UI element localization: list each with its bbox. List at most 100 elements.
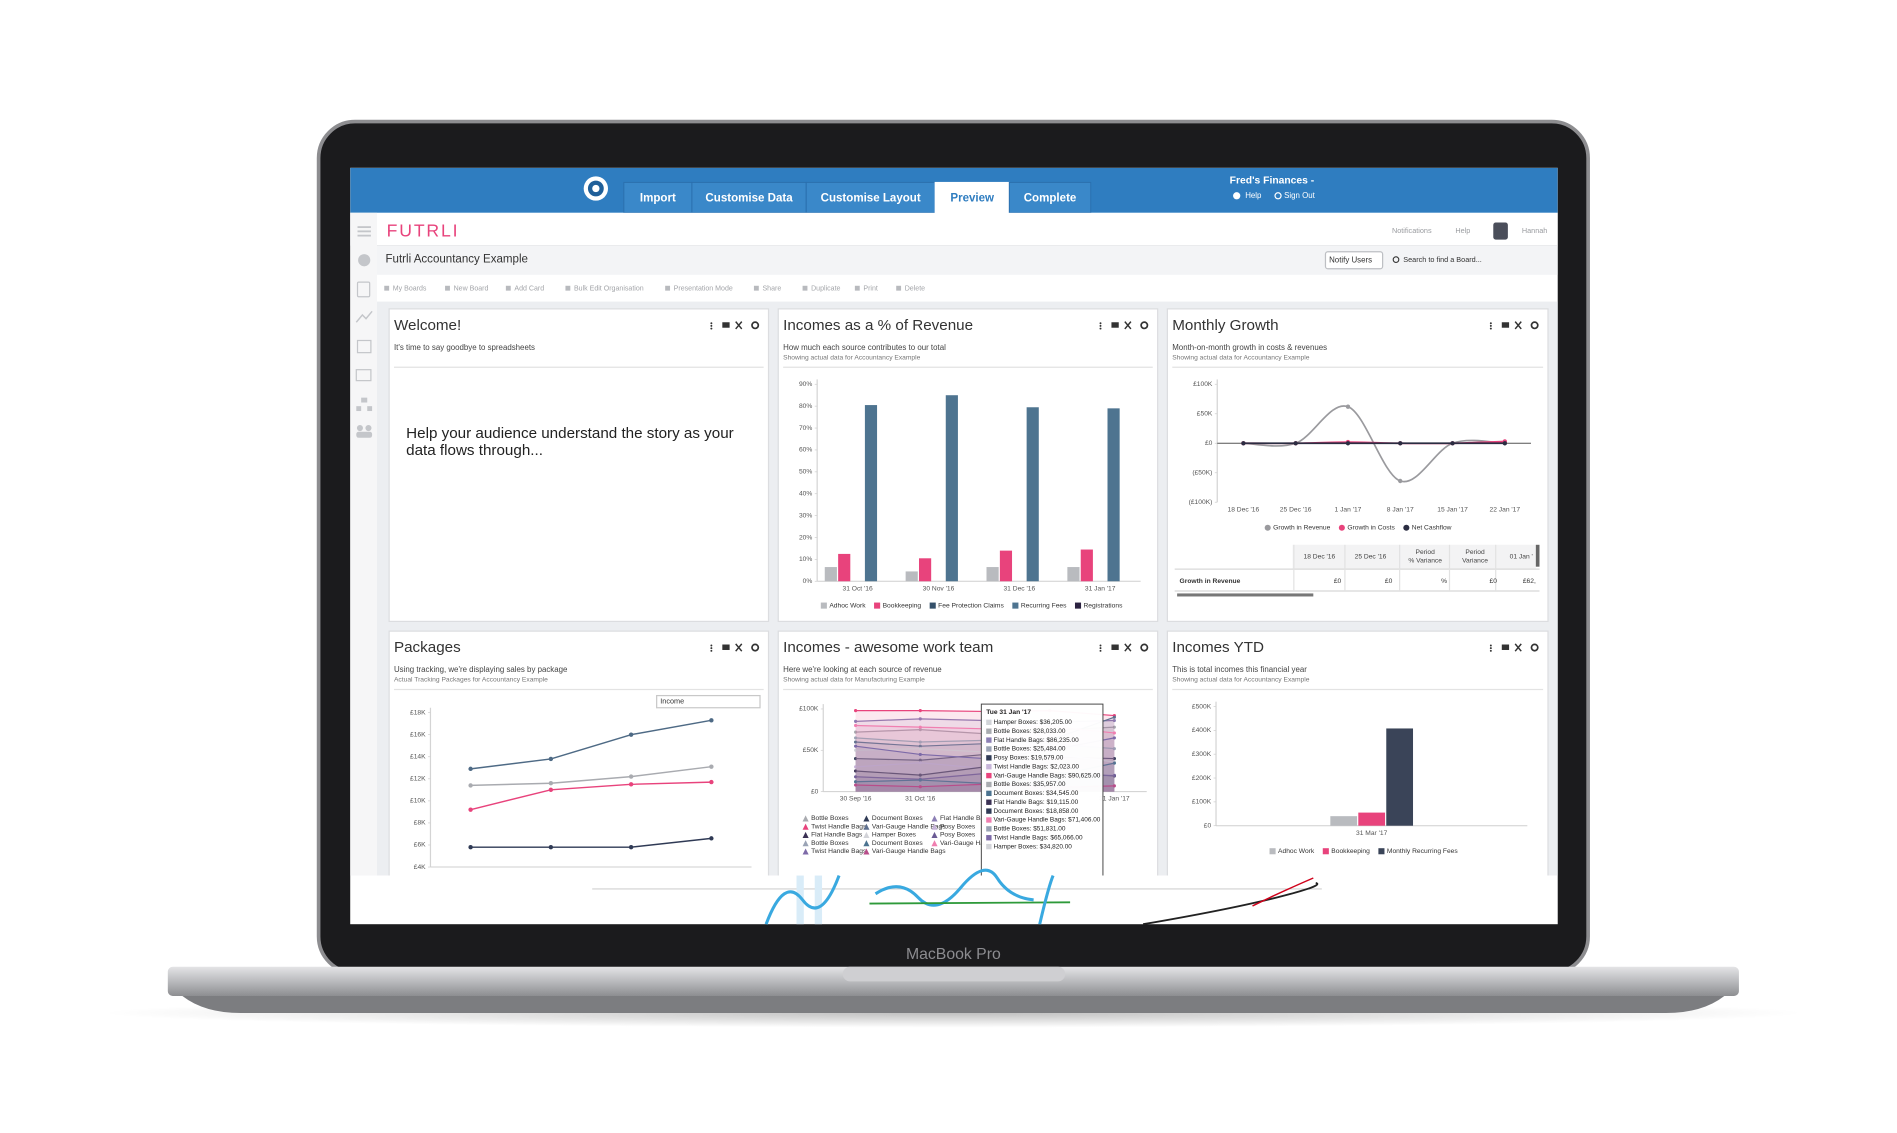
legend-label[interactable]: Adhoc Work xyxy=(829,602,866,609)
expand-icon[interactable] xyxy=(1514,643,1522,652)
legend-label[interactable]: Vari-Gauge Handle Bags xyxy=(872,848,946,855)
sidebar-icon[interactable] xyxy=(355,369,372,382)
print-icon[interactable] xyxy=(722,322,730,328)
legend-label[interactable]: Adhoc Work xyxy=(1278,848,1315,855)
legend-label[interactable]: Vari-Gauge Handle Bags xyxy=(940,840,1014,847)
avatar[interactable] xyxy=(1493,222,1508,240)
notify-button[interactable] xyxy=(1324,251,1384,270)
nav-link[interactable]: Notifications xyxy=(1392,226,1432,235)
legend-swatch xyxy=(863,815,870,822)
bar xyxy=(1386,728,1414,826)
notify-label[interactable]: Notify Users xyxy=(1329,255,1372,264)
legend-label[interactable]: Fee Protection Claims xyxy=(938,602,1004,609)
tab[interactable] xyxy=(691,181,807,214)
legend-label[interactable]: Registrations xyxy=(1083,602,1123,609)
toolbar-item[interactable]: Add Card xyxy=(514,286,544,293)
legend-label[interactable]: Posy Boxes xyxy=(940,823,976,830)
sidebar-icon[interactable] xyxy=(356,281,371,298)
toolbar-item[interactable]: My Boards xyxy=(393,286,427,293)
y-tick-label: £50K xyxy=(803,747,819,754)
sidebar-icon[interactable] xyxy=(356,339,372,354)
legend-label[interactable]: Bookkeeping xyxy=(1331,848,1370,855)
legend-label[interactable]: Recurring Fees xyxy=(1021,602,1067,609)
expand-icon[interactable] xyxy=(1124,643,1132,652)
tooltip-swatch xyxy=(986,772,992,779)
toolbar-item[interactable]: New Board xyxy=(454,286,489,293)
toolbar-item[interactable]: Print xyxy=(863,286,878,293)
tab-label[interactable]: Complete xyxy=(1024,192,1077,204)
menu-dot[interactable] xyxy=(710,322,713,325)
print-icon[interactable] xyxy=(1111,322,1119,328)
menu-dot[interactable] xyxy=(710,644,713,647)
tooltip-row: Bottle Boxes: $35,957.00 xyxy=(993,781,1065,788)
expand-icon[interactable] xyxy=(735,643,743,652)
menu-dot[interactable] xyxy=(1489,644,1492,647)
expand-icon[interactable] xyxy=(1514,321,1522,330)
print-icon[interactable] xyxy=(722,644,730,650)
tab-label[interactable]: Preview xyxy=(950,192,994,204)
toolbar-item[interactable]: Duplicate xyxy=(811,286,840,293)
tooltip-swatch xyxy=(986,755,992,761)
tooltip-row: Document Boxes: $18,858.00 xyxy=(993,808,1078,815)
menu-icon xyxy=(357,234,371,237)
toolbar-item[interactable]: Bulk Edit Organisation xyxy=(574,286,644,293)
account-link[interactable]: Help xyxy=(1245,191,1262,200)
legend-label[interactable]: Twist Handle Bags xyxy=(811,823,867,830)
legend-label[interactable]: Document Boxes xyxy=(872,840,923,847)
menu-dot[interactable] xyxy=(1099,322,1102,325)
card-caption: Showing actual data for Accountancy Exam… xyxy=(1172,677,1310,684)
menu-dot xyxy=(1099,649,1102,652)
nav-link[interactable]: Help xyxy=(1455,226,1470,235)
legend-label[interactable]: Twist Handle Bags xyxy=(811,848,867,855)
legend-label[interactable]: Document Boxes xyxy=(872,815,923,822)
settings-icon[interactable] xyxy=(1530,321,1539,330)
decor-curve xyxy=(1142,881,1319,926)
legend-swatch xyxy=(802,848,809,855)
tab-label[interactable]: Customise Data xyxy=(705,192,793,204)
x-tick-label: 31 Jan '17 xyxy=(1099,796,1130,803)
legend-label[interactable]: Vari-Gauge Handle Bags xyxy=(872,823,946,830)
legend-label[interactable]: Growth in Revenue xyxy=(1273,525,1330,532)
filter-select[interactable] xyxy=(656,694,761,709)
search-input[interactable]: Search to find a Board... xyxy=(1403,255,1482,264)
legend-label[interactable]: Net Cashflow xyxy=(1412,525,1452,532)
menu-icon[interactable] xyxy=(357,226,371,229)
sidebar-icon[interactable] xyxy=(356,425,363,432)
y-tick-label: 50% xyxy=(799,469,812,476)
print-icon[interactable] xyxy=(1111,644,1119,650)
toolbar-item[interactable]: Presentation Mode xyxy=(674,286,733,293)
settings-icon[interactable] xyxy=(751,643,760,652)
sidebar-icon[interactable] xyxy=(355,310,373,323)
legend-label[interactable]: Hamper Boxes xyxy=(872,832,917,839)
print-icon[interactable] xyxy=(1501,322,1510,328)
legend-label[interactable]: Flat Handle Bags xyxy=(940,815,992,822)
print-icon[interactable] xyxy=(1501,644,1510,650)
settings-icon[interactable] xyxy=(751,321,760,330)
legend-label[interactable]: Bottle Boxes xyxy=(811,815,849,822)
toolbar-item[interactable]: Delete xyxy=(905,286,925,293)
legend-swatch xyxy=(802,831,809,838)
legend-label[interactable]: Bookkeeping xyxy=(883,602,922,609)
sidebar-icon[interactable] xyxy=(358,254,371,267)
toolbar-icon xyxy=(854,285,860,291)
y-tick-label: 0% xyxy=(803,578,813,585)
tab-label[interactable]: Import xyxy=(640,192,676,204)
settings-icon[interactable] xyxy=(1140,643,1149,652)
legend-label[interactable]: Monthly Recurring Fees xyxy=(1387,848,1458,855)
y-tick-label: 30% xyxy=(799,512,812,519)
legend-label[interactable]: Growth in Costs xyxy=(1347,525,1395,532)
toolbar-item[interactable]: Share xyxy=(762,286,781,293)
tab[interactable] xyxy=(1008,181,1092,214)
settings-icon[interactable] xyxy=(1140,321,1149,330)
account-link[interactable]: Sign Out xyxy=(1284,191,1316,200)
legend-label[interactable]: Bottle Boxes xyxy=(811,840,849,847)
expand-icon[interactable] xyxy=(735,321,743,330)
expand-icon[interactable] xyxy=(1124,321,1132,330)
sidebar-icon[interactable] xyxy=(361,397,368,403)
menu-dot[interactable] xyxy=(1099,644,1102,647)
legend-label[interactable]: Posy Boxes xyxy=(940,832,976,839)
tab-label[interactable]: Customise Layout xyxy=(821,192,921,204)
menu-dot[interactable] xyxy=(1489,322,1492,325)
settings-icon[interactable] xyxy=(1530,643,1539,652)
legend-label[interactable]: Flat Handle Bags xyxy=(811,832,863,839)
